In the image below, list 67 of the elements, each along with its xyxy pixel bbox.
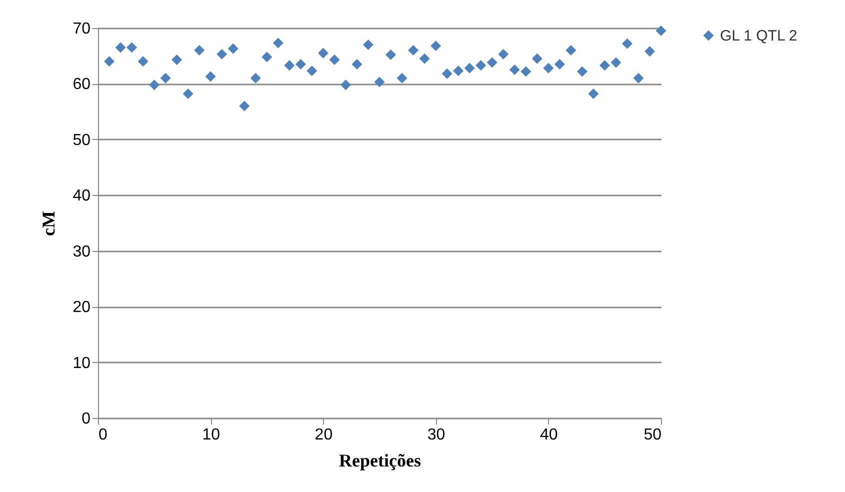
point: [419, 53, 430, 64]
x-tick-label: 40: [540, 426, 558, 444]
point: [498, 48, 509, 60]
point: [656, 26, 666, 36]
x-tick-label: 30: [427, 426, 446, 444]
point: [532, 53, 542, 64]
point: [216, 48, 228, 60]
y-tick-label: 50: [72, 132, 91, 149]
y-tick-label: 20: [72, 299, 91, 316]
point: [239, 100, 250, 112]
point: [149, 80, 160, 90]
point: [182, 88, 194, 99]
point: [172, 54, 182, 65]
point: [374, 76, 385, 88]
point: [329, 54, 340, 65]
point: [284, 60, 295, 71]
point: [250, 72, 261, 84]
point: [644, 46, 655, 57]
point: [408, 45, 419, 56]
point: [543, 62, 554, 74]
point: [160, 72, 171, 84]
point: [205, 71, 216, 82]
point: [554, 58, 565, 70]
x-tick-label: 10: [202, 426, 220, 444]
x-tick-label: 0: [98, 426, 108, 444]
point: [486, 57, 498, 68]
point: [442, 68, 452, 79]
point: [295, 58, 306, 70]
point: [430, 40, 442, 52]
point: [115, 42, 126, 53]
point: [509, 64, 520, 76]
point: [272, 38, 284, 48]
point: [453, 66, 464, 76]
point: [622, 38, 632, 49]
point: [633, 72, 644, 84]
legend-label: GL 1 QTL 2: [720, 28, 798, 44]
point: [362, 39, 374, 50]
point: [464, 62, 475, 74]
y-tick-label: 0: [82, 410, 91, 428]
point: [104, 56, 115, 67]
x-tick-label: 50: [644, 426, 662, 444]
point: [340, 80, 351, 90]
y-tick-label: 30: [72, 243, 91, 260]
point: [318, 48, 328, 58]
point: [262, 52, 272, 62]
point: [476, 60, 486, 71]
point: [576, 66, 588, 77]
point: [228, 43, 238, 54]
point: [194, 45, 205, 56]
point: [588, 88, 599, 99]
point: [599, 60, 610, 71]
y-tick-label: 60: [72, 76, 91, 94]
point: [566, 45, 576, 56]
point: [610, 57, 622, 68]
y-axis-title: cM: [38, 211, 59, 236]
point: [138, 56, 148, 67]
x-tick-label: 20: [314, 426, 333, 444]
y-tick-label: 10: [72, 354, 91, 372]
point: [126, 42, 138, 53]
point: [352, 58, 362, 70]
point: [386, 50, 396, 60]
point: [520, 66, 532, 77]
point: [306, 66, 318, 76]
y-tick-label: 40: [72, 188, 91, 205]
y-tick-label: 70: [72, 20, 91, 38]
point: [396, 72, 408, 84]
x-axis-title: Repetições: [339, 450, 421, 470]
